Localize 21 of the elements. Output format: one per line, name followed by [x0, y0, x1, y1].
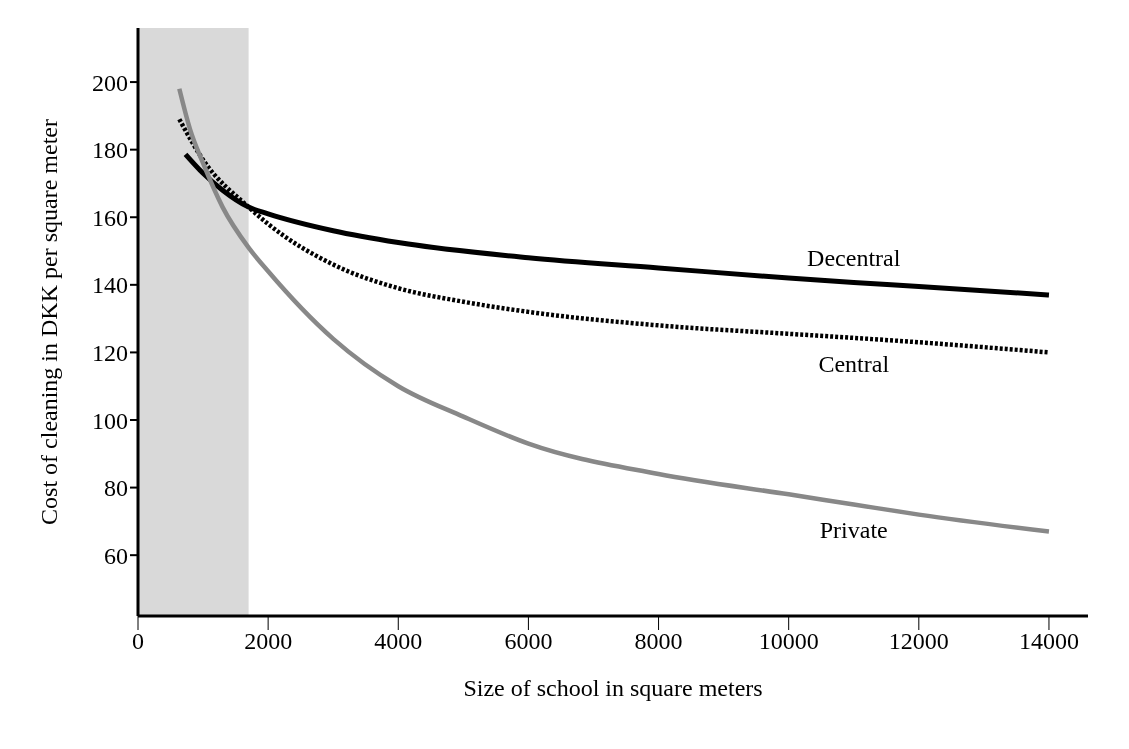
series-label: Central: [818, 350, 890, 377]
y-tick-label: 100: [92, 407, 128, 434]
y-tick-label: 200: [92, 69, 128, 96]
x-tick-label: 4000: [374, 628, 423, 655]
x-tick-label: 14000: [1018, 628, 1079, 655]
y-tick-label: 60: [104, 542, 128, 569]
x-axis-title: Size of school in square meters: [463, 675, 763, 701]
x-tick-label: 8000: [634, 628, 683, 655]
x-tick-label: 6000: [504, 628, 553, 655]
y-tick-label: 120: [92, 339, 128, 366]
y-axis-title: Cost of cleaning in DKK per square meter: [35, 119, 62, 525]
y-tick-label: 140: [92, 272, 128, 299]
y-tick-label: 80: [104, 475, 128, 502]
x-tick-label: 10000: [758, 628, 819, 655]
x-tick-label: 2000: [244, 628, 293, 655]
series-label: Decentral: [807, 245, 901, 272]
y-tick-label: 160: [92, 204, 128, 231]
series-label: Private: [819, 517, 888, 544]
x-tick-label: 0: [132, 628, 144, 655]
x-tick-label: 12000: [888, 628, 949, 655]
y-tick-label: 180: [92, 137, 128, 164]
